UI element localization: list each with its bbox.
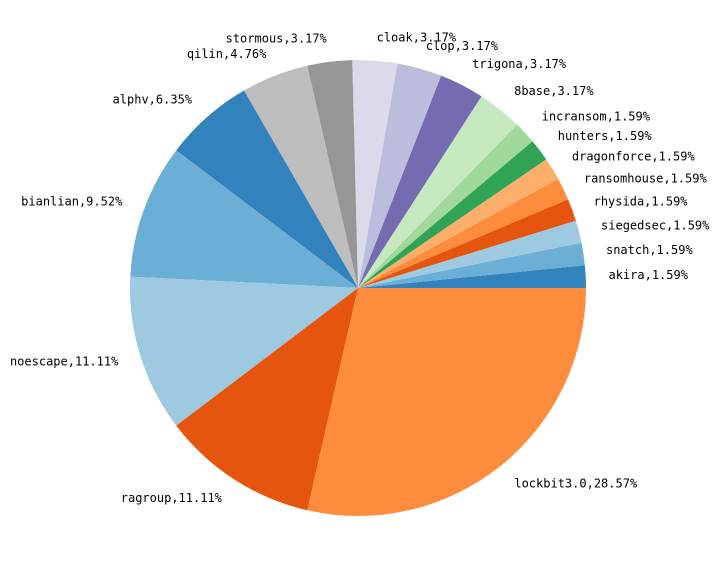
pie-slice <box>358 242 585 288</box>
slice-label: ragroup,11.11% <box>121 491 223 505</box>
pie-slice <box>130 150 358 288</box>
slice-label: stormous,3.17% <box>226 32 328 46</box>
slice-label: qilin,4.76% <box>187 47 267 61</box>
pie-slice <box>307 60 358 288</box>
pie-slice <box>358 220 582 288</box>
slice-label: alphv,6.35% <box>113 92 193 106</box>
slice-label: rhysida,1.59% <box>594 195 689 209</box>
pie-slice <box>176 288 358 511</box>
slice-label: siegedsec,1.59% <box>601 219 710 233</box>
slice-label: cloak,3.17% <box>377 30 457 44</box>
slice-label: hunters,1.59% <box>558 129 653 143</box>
pie-slice <box>358 96 517 288</box>
pie-slice <box>307 288 586 517</box>
slice-label: lockbit3.0,28.57% <box>514 477 638 491</box>
pie-slice <box>244 65 358 288</box>
pie-slice <box>358 178 569 288</box>
slice-label: incransom,1.59% <box>542 110 651 124</box>
slice-label: trigona,3.17% <box>472 57 567 71</box>
pie-slice <box>358 75 482 288</box>
pie-slice <box>358 63 442 289</box>
slice-label: clop,3.17% <box>426 39 499 53</box>
slice-label: bianlian,9.52% <box>21 195 123 209</box>
pie-slice <box>130 276 358 426</box>
slice-label: ransomhouse,1.59% <box>584 171 708 185</box>
pie-slice <box>358 124 533 289</box>
pie-slice <box>352 60 398 289</box>
slice-label: noescape,11.11% <box>10 354 119 368</box>
slice-label: snatch,1.59% <box>606 243 693 257</box>
pie-slice <box>358 159 559 288</box>
slice-label: akira,1.59% <box>608 268 688 282</box>
slice-label: dragonforce,1.59% <box>572 150 696 164</box>
slice-label: 8base,3.17% <box>514 84 594 98</box>
pie-slice <box>358 265 586 288</box>
pie-slice <box>176 90 358 289</box>
pie-slice <box>358 199 576 288</box>
pie-slice <box>358 141 547 288</box>
